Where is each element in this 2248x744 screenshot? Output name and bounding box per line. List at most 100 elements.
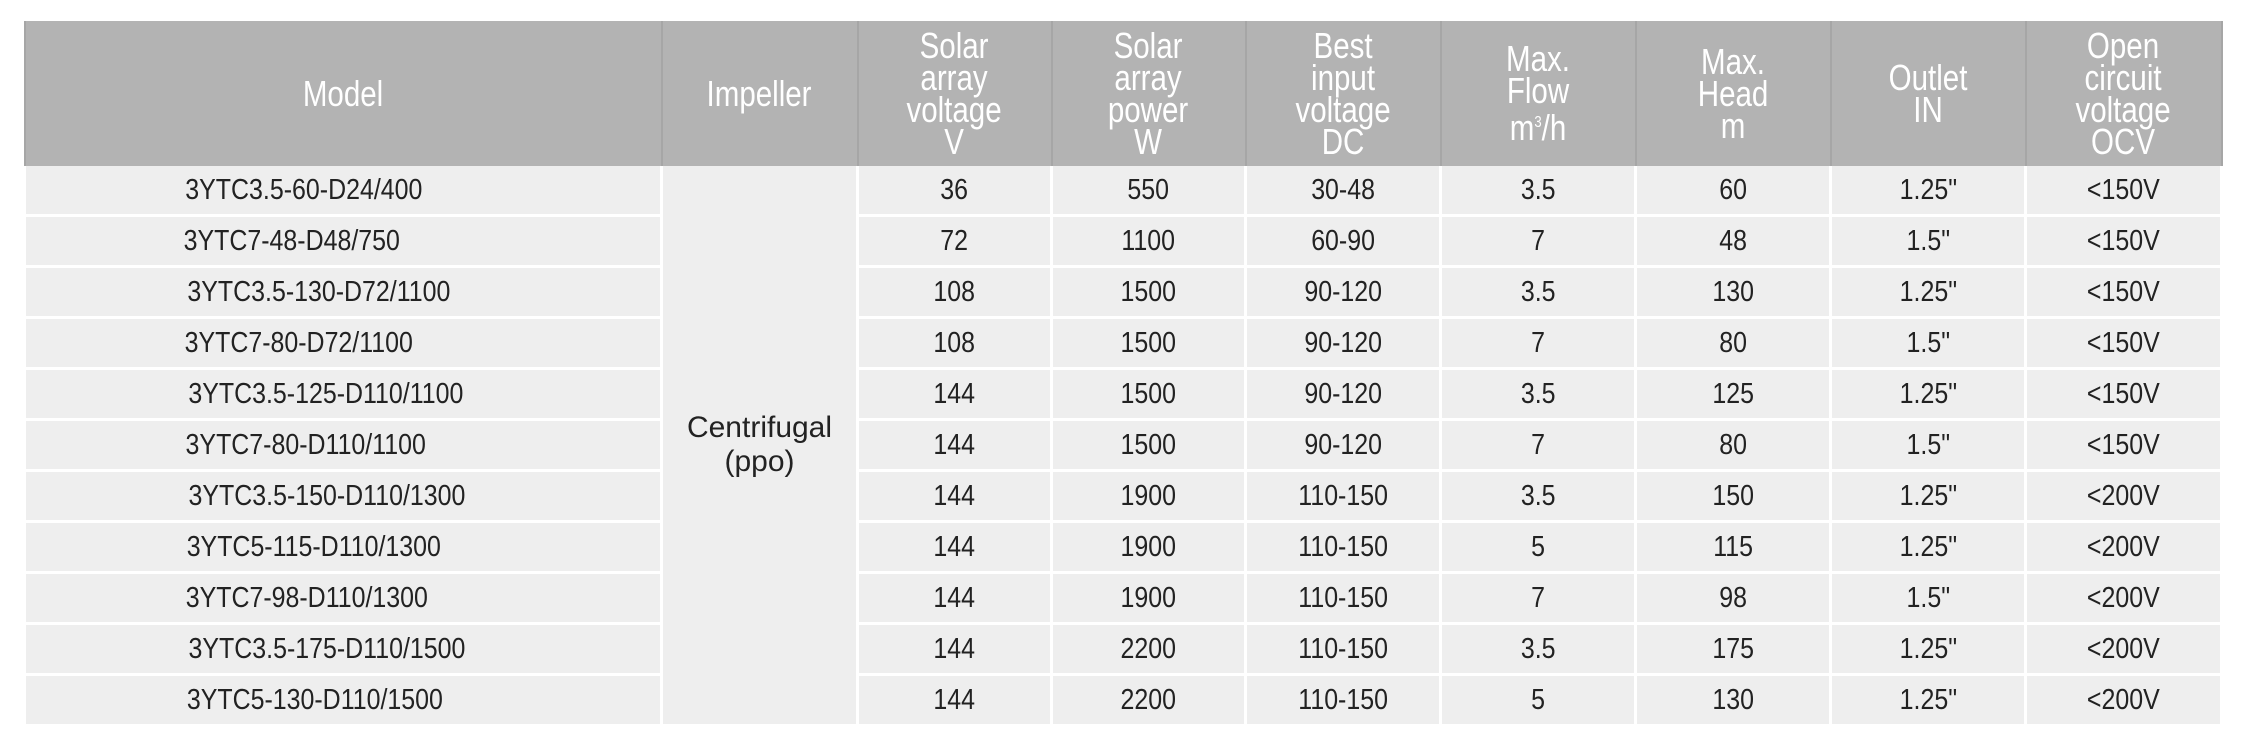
cell-text: 1900: [1120, 530, 1177, 563]
cell-model: 3YTC7-80-D110/1100: [23, 419, 663, 472]
cell-text: 3.5: [1520, 632, 1556, 665]
cell-text: 144: [933, 581, 976, 614]
cell-text: 108: [933, 326, 976, 359]
cell-text: <200V: [2087, 530, 2160, 563]
cell-text: 1500: [1120, 326, 1177, 359]
cell-outlet: 1.25": [1829, 623, 2027, 676]
cell-text: 3.5: [1520, 275, 1556, 308]
cell-voltage: 108: [856, 266, 1053, 319]
cell-max-head: 80: [1634, 419, 1832, 472]
cell-max-head: 130: [1634, 674, 1832, 727]
cell-text: 550: [1127, 173, 1170, 206]
cell-text: 110-150: [1298, 683, 1388, 716]
impeller-line2: (ppo): [724, 445, 795, 478]
table-row: 3YTC3.5-125-D110/1100 144 1500 90-120 3.5 125…: [23, 368, 2223, 421]
cell-best-input: 90-120: [1244, 419, 1442, 472]
cell-text: 1500: [1120, 377, 1177, 410]
cell-text: 110-150: [1298, 530, 1388, 563]
cell-text: 144: [933, 683, 976, 716]
table-row: 3YTC7-48-D48/750 72 1100 60-90 7 48 1.5" <150V: [23, 215, 2223, 268]
table-row: 3YTC7-98-D110/1300 144 1900 110-150 7 98 1.5" <…: [23, 572, 2223, 625]
cell-max-head: 150: [1634, 470, 1832, 523]
cell-model: 3YTC3.5-125-D110/1100: [23, 368, 663, 421]
cell-text: 7: [1531, 224, 1545, 257]
cell-text: 1.5": [1906, 581, 1950, 614]
cell-voltage: 144: [856, 572, 1053, 625]
cell-model: 3YTC5-130-D110/1500: [23, 674, 663, 727]
cell-outlet: 1.25": [1829, 368, 2027, 421]
cell-text: 110-150: [1298, 479, 1388, 512]
table-row: 3YTC3.5-130-D72/1100 108 1500 90-120 3.5 130 1…: [23, 266, 2223, 319]
cell-outlet: 1.5": [1829, 317, 2027, 370]
cell-text: 1100: [1121, 224, 1176, 257]
table-row: 3YTC3.5-175-D110/1500 144 2200 110-150 3.5 17…: [23, 623, 2223, 676]
cell-text: 3YTC3.5-175-D110/1500: [188, 632, 466, 665]
cell-model: 3YTC7-80-D72/1100: [23, 317, 663, 370]
cell-text: <200V: [2087, 632, 2160, 665]
cell-power: 1900: [1050, 521, 1247, 574]
header-ocv: Open circuit voltage OCV: [2024, 21, 2223, 166]
cell-ocv: <200V: [2024, 521, 2223, 574]
cell-outlet: 1.25": [1829, 674, 2027, 727]
cell-voltage: 144: [856, 623, 1053, 676]
cell-text: 80: [1719, 428, 1747, 461]
cell-text: 3.5: [1520, 173, 1556, 206]
cell-text: 5: [1531, 683, 1545, 716]
cell-power: 1500: [1050, 317, 1247, 370]
cell-max-flow: 5: [1439, 521, 1637, 574]
cell-voltage: 144: [856, 521, 1053, 574]
cell-voltage: 144: [856, 470, 1053, 523]
table-row: 3YTC3.5-60-D24/400 Centrifugal (ppo) 36 550 3…: [23, 166, 2223, 727]
cell-text: 90-120: [1304, 428, 1382, 461]
cell-text: 144: [933, 530, 976, 563]
cell-text: 3YTC7-98-D110/1300: [185, 581, 428, 614]
cell-text: 80: [1719, 326, 1747, 359]
cell-voltage: 144: [856, 674, 1053, 727]
cell-text: 144: [933, 377, 976, 410]
cell-text: <150V: [2087, 275, 2160, 308]
cell-voltage: 72: [856, 215, 1053, 268]
header-power: Solar array power W: [1050, 21, 1247, 166]
cell-text: 5: [1531, 530, 1545, 563]
cell-text: <150V: [2087, 377, 2160, 410]
table-row: 3YTC7-80-D72/1100 108 1500 90-120 7 80 1.5" <15…: [23, 317, 2223, 370]
cell-text: 48: [1719, 224, 1747, 257]
cell-max-flow: 3.5: [1439, 368, 1637, 421]
cell-text: 144: [933, 632, 976, 665]
header-max-flow: Max. Flow m3/h: [1439, 21, 1637, 166]
cell-ocv: <150V: [2024, 266, 2223, 319]
cell-outlet: 1.25": [1829, 266, 2027, 319]
cell-ocv: <200V: [2024, 623, 2223, 676]
cell-ocv: <200V: [2024, 572, 2223, 625]
cell-ocv: <200V: [2024, 470, 2223, 523]
header-voltage: Solar array voltage V: [856, 21, 1053, 166]
cell-power: 550: [1050, 166, 1247, 217]
cell-text: 7: [1531, 581, 1545, 614]
cell-text: 1900: [1120, 479, 1177, 512]
cell-text: 1.25": [1899, 530, 1957, 563]
cell-text: 90-120: [1304, 326, 1382, 359]
cell-text: 3.5: [1520, 377, 1556, 410]
cell-max-head: 60: [1634, 166, 1832, 217]
cell-impeller: Centrifugal (ppo): [660, 166, 859, 727]
cell-max-flow: 7: [1439, 572, 1637, 625]
cell-max-flow: 3.5: [1439, 623, 1637, 676]
cell-text: 30-48: [1311, 173, 1375, 206]
cell-power: 2200: [1050, 623, 1247, 676]
cell-text: 130: [1712, 275, 1754, 308]
cell-text: 3YTC5-130-D110/1500: [186, 683, 443, 716]
cell-text: 1.25": [1899, 275, 1957, 308]
cell-text: 1500: [1120, 275, 1177, 308]
header-best-input: Best input voltage DC: [1244, 21, 1442, 166]
cell-text: 3YTC3.5-150-D110/1300: [188, 479, 466, 512]
cell-text: 3.5: [1520, 479, 1556, 512]
cell-power: 2200: [1050, 674, 1247, 727]
cell-model: 3YTC5-115-D110/1300: [23, 521, 663, 574]
cell-max-head: 80: [1634, 317, 1832, 370]
header-row: Model Impeller Solar array voltage V Sol…: [23, 21, 2223, 166]
cell-text: 36: [940, 173, 969, 206]
cell-text: 3YTC7-80-D110/1100: [185, 428, 426, 461]
cell-text: 2200: [1120, 632, 1177, 665]
cell-text: 1900: [1120, 581, 1177, 614]
cell-max-head: 175: [1634, 623, 1832, 676]
